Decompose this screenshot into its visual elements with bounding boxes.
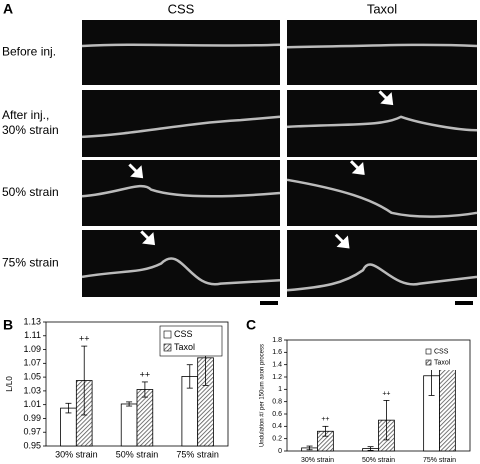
y-tick-label: 1.09 <box>23 344 41 354</box>
neurite-path <box>82 45 280 46</box>
neurite-path <box>82 258 280 284</box>
micrograph <box>82 20 280 85</box>
error-bar <box>186 364 193 389</box>
arrow <box>128 163 144 179</box>
legend-swatch <box>425 348 432 355</box>
significance-label: ++ <box>382 390 390 397</box>
y-tick-label: 1.03 <box>23 385 41 395</box>
y-tick-label: 0.2 <box>272 436 282 443</box>
neurite-path <box>287 265 477 291</box>
neurite-path <box>82 117 280 137</box>
error-bar <box>306 445 313 451</box>
neurite <box>82 186 280 196</box>
error-bar <box>322 425 329 437</box>
y-tick-label: 0.6 <box>272 411 282 418</box>
row-label: 50% strain <box>2 185 59 199</box>
y-tick-label: 0.97 <box>23 427 41 437</box>
arrow <box>334 233 350 249</box>
y-tick-label: 1.8 <box>272 337 282 344</box>
arrow <box>349 160 365 175</box>
y-tick-label: 0 <box>278 448 282 455</box>
neurite <box>287 117 477 130</box>
error-bar <box>383 400 390 441</box>
scale-bar <box>455 301 473 305</box>
panel-label: C <box>246 317 256 333</box>
neurite-path <box>287 180 477 217</box>
micrograph <box>287 20 477 85</box>
y-axis-label: Undulation #/ per 150um axon process <box>260 344 266 447</box>
y-tick-label: 0.95 <box>23 440 41 450</box>
y-tick-label: 1.05 <box>23 371 41 381</box>
neurite <box>82 45 280 46</box>
error-bar <box>126 401 133 407</box>
error-bar <box>81 345 88 416</box>
legend-swatch <box>163 343 172 352</box>
y-tick-label: 1.6 <box>272 349 282 356</box>
y-axis-label: L/L0 <box>5 376 14 392</box>
neurite-path <box>82 186 280 196</box>
y-tick-label: 1.01 <box>23 399 41 409</box>
significance-label: ++ <box>321 416 329 423</box>
arrow <box>378 90 394 106</box>
neurite <box>82 258 280 284</box>
significance-label: ++ <box>140 369 151 379</box>
y-tick-label: 1.2 <box>272 374 282 381</box>
y-tick-label: 1.11 <box>24 330 41 340</box>
row-label: 30% strain <box>2 123 59 137</box>
neurite <box>287 180 477 217</box>
neurite-path <box>287 117 477 130</box>
error-bar <box>141 381 148 398</box>
y-tick-label: 0.4 <box>272 423 282 430</box>
micrograph <box>82 160 280 226</box>
column-header: CSS <box>168 1 195 16</box>
bar <box>60 407 77 447</box>
x-tick-label: 30% strain <box>55 449 98 459</box>
row-label: After inj., <box>2 108 49 122</box>
neurite-path <box>287 45 477 47</box>
y-tick-label: 0.99 <box>23 413 41 423</box>
y-tick-label: 1.07 <box>23 358 41 368</box>
legend-label: CSS <box>174 329 193 339</box>
significance-label: ++ <box>79 333 90 343</box>
y-tick-label: 1.13 <box>23 316 41 326</box>
micrograph <box>82 90 280 157</box>
x-tick-label: 50% strain <box>362 457 395 464</box>
bar <box>120 403 138 447</box>
legend-swatch <box>163 330 172 339</box>
x-tick-label: 75% strain <box>423 457 456 464</box>
x-tick-label: 30% strain <box>301 457 334 464</box>
neurite <box>287 265 477 291</box>
y-tick-label: 0.8 <box>272 399 282 406</box>
legend-label: Taxol <box>174 342 195 352</box>
row-label: Before inj. <box>2 45 56 59</box>
panel-label: A <box>3 1 13 17</box>
arrow <box>140 230 156 246</box>
panel-label: B <box>3 317 13 333</box>
legend-box <box>422 344 464 370</box>
bar <box>439 364 456 452</box>
error-bar <box>367 446 374 451</box>
x-tick-label: 50% strain <box>116 449 159 459</box>
legend-label: CSS <box>434 348 449 355</box>
column-header: Taxol <box>367 1 397 16</box>
x-tick-label: 75% strain <box>176 449 219 459</box>
error-bar <box>65 402 72 414</box>
y-tick-label: 1 <box>278 386 282 393</box>
legend-label: Taxol <box>434 359 451 366</box>
scale-bar <box>260 301 278 305</box>
y-tick-label: 1.4 <box>272 362 282 369</box>
neurite <box>82 117 280 137</box>
row-label: 75% strain <box>2 256 59 270</box>
neurite <box>287 45 477 47</box>
legend-swatch <box>425 359 432 366</box>
bar <box>136 389 154 447</box>
